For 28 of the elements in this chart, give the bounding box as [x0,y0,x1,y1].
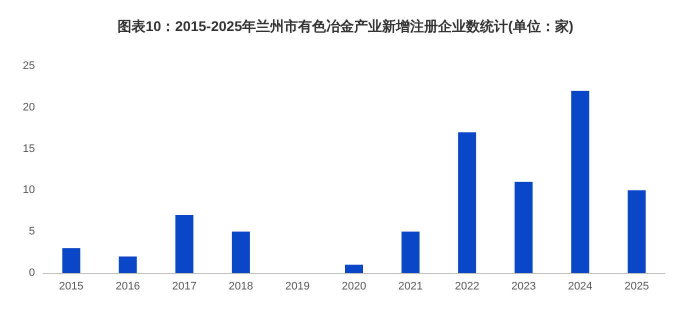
x-tick-label: 2017 [172,280,197,292]
bar [628,190,646,273]
bar [62,248,80,273]
x-tick-label: 2016 [116,280,140,292]
x-tick-label: 2021 [398,280,423,292]
bar [345,264,363,273]
y-tick-label: 20 [22,101,35,114]
x-tick-label: 2018 [228,280,254,292]
chart-title: 图表10：2015-2025年兰州市有色冶金产业新增注册企业数统计(单位：家) [118,18,574,34]
x-tick-label: 2022 [454,280,480,292]
bar [175,215,194,273]
bar [402,232,420,273]
y-tick-label: 25 [22,60,35,72]
bar [232,232,250,273]
bar [514,182,533,273]
x-tick-label: 2024 [568,280,592,292]
x-tick-label: 2020 [342,280,366,292]
y-tick-label: 15 [22,142,35,155]
y-tick-label: 0 [28,267,35,279]
x-tick-label: 2019 [285,280,310,292]
bar [118,256,137,273]
bar [571,90,590,273]
y-tick-label: 10 [22,184,35,196]
bar [458,132,476,273]
x-tick-label: 2015 [59,280,84,292]
x-tick-label: 2023 [511,280,536,292]
y-tick-label: 5 [28,226,35,238]
x-tick-label: 2025 [624,280,649,292]
